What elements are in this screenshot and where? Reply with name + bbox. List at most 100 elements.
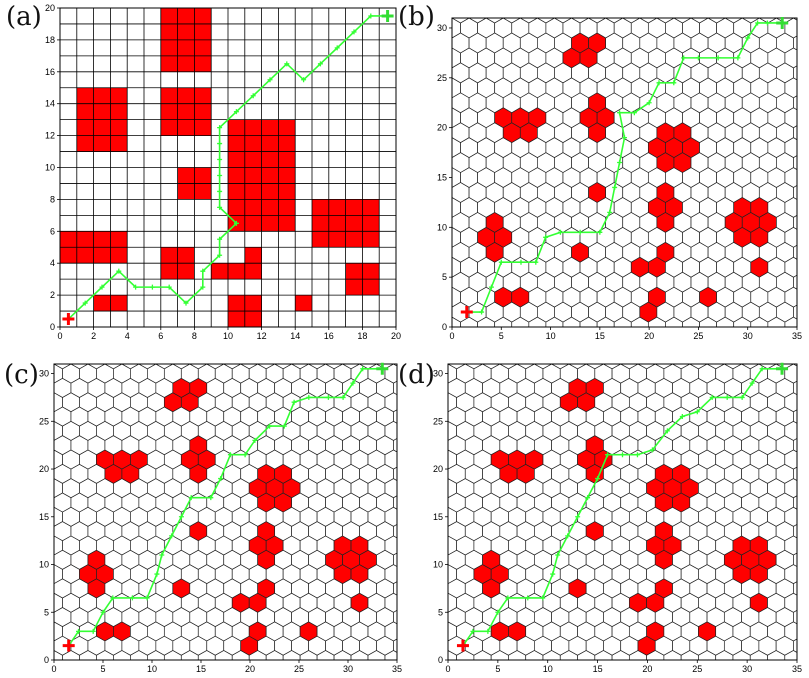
free-hex-cell (426, 197, 443, 217)
y-tick-label: 20 (45, 3, 55, 13)
path-waypoint-marker (100, 609, 106, 615)
free-hex-cell (654, 364, 673, 370)
free-hex-cell (802, 650, 809, 669)
path-waypoint-marker (470, 628, 476, 634)
path-waypoint-marker (488, 284, 494, 290)
free-hex-cell (452, 18, 453, 19)
x-tick-label: 35 (792, 664, 802, 674)
free-hex-cell (70, 364, 89, 370)
free-hex-cell (802, 138, 809, 158)
x-tick-label: 20 (642, 664, 652, 674)
free-hex-cell (759, 665, 776, 678)
free-hex-cell (469, 332, 486, 352)
path-waypoint-marker (585, 495, 591, 501)
free-hex-cell (426, 48, 443, 68)
plot-frame (447, 363, 798, 661)
free-hex-cell (422, 393, 439, 412)
free-hex-cell (776, 332, 793, 352)
path-waypoint-marker (622, 135, 627, 141)
free-hex-cell (614, 0, 631, 8)
free-hex-cell (478, 0, 495, 8)
free-hex-cell (724, 665, 741, 678)
path-waypoint-marker (617, 160, 623, 166)
free-hex-cell (708, 332, 725, 352)
hex-cell-layer (426, 0, 809, 352)
path-waypoint-marker (597, 229, 603, 235)
free-hex-cell (802, 479, 809, 498)
path-waypoint-marker (634, 452, 640, 458)
free-hex-cell (223, 364, 242, 370)
free-hex-cell (802, 622, 809, 641)
free-hex-cell (580, 0, 597, 8)
free-hex-cell (503, 332, 520, 352)
obstacle-block (160, 87, 212, 136)
free-hex-cell (639, 18, 658, 24)
path-waypoint-marker (485, 628, 491, 634)
path-waypoint-marker (565, 533, 571, 539)
x-tick-label: 20 (245, 664, 255, 674)
free-hex-cell (657, 332, 674, 352)
path-waypoint-marker (715, 55, 721, 61)
free-hex-cell (402, 479, 419, 498)
path-waypoint-marker (188, 495, 194, 501)
goal-marker (376, 362, 389, 375)
free-hex-cell (29, 622, 46, 641)
x-tick-label: 10 (223, 331, 233, 341)
free-hex-cell (54, 364, 72, 370)
path-waypoint-marker (242, 452, 248, 458)
free-hex-cell (410, 436, 427, 455)
y-tick-label: 8 (50, 194, 55, 204)
planned-path-line (68, 367, 383, 647)
panel-label-a: (a) (6, 2, 42, 32)
free-hex-cell (785, 0, 802, 8)
path-waypoint-marker (169, 533, 175, 539)
free-hex-cell (563, 0, 580, 8)
path-waypoint-marker (291, 399, 297, 405)
free-hex-cell (326, 665, 343, 678)
path-waypoint-marker (575, 514, 581, 520)
free-hex-cell (448, 665, 465, 678)
free-hex-cell (569, 665, 586, 678)
x-tick-label: 10 (543, 664, 553, 674)
path-waypoint-marker (217, 204, 223, 210)
free-hex-cell (674, 332, 691, 352)
y-tick-label: 20 (437, 123, 447, 133)
free-hex-cell (452, 306, 453, 318)
path-waypoint-marker (99, 284, 105, 290)
free-hex-cell (620, 364, 639, 370)
path-waypoint-marker (577, 229, 583, 235)
free-hex-cell (410, 579, 427, 598)
free-hex-cell (155, 364, 174, 370)
free-hex-cell (603, 364, 622, 370)
free-hex-cell (410, 665, 427, 678)
panel-label-c: (c) (4, 360, 39, 390)
free-hex-cell (802, 317, 809, 337)
free-hex-cell (402, 536, 419, 555)
free-hex-cell (802, 0, 809, 8)
start-marker (62, 313, 75, 326)
free-hex-cell (464, 364, 483, 370)
free-hex-cell (402, 393, 419, 412)
path-waypoint-marker (334, 45, 340, 51)
y-tick-label: 30 (433, 369, 443, 379)
free-hex-cell (410, 493, 427, 512)
y-tick-label: 0 (442, 322, 447, 332)
path-waypoint-marker (233, 220, 239, 226)
free-hex-cell (571, 18, 589, 24)
x-tick-label: 30 (743, 331, 753, 341)
goal-marker (381, 9, 394, 22)
x-tick-label: 6 (158, 331, 163, 341)
path-waypoint-marker (217, 188, 223, 194)
path-waypoint-marker (267, 423, 273, 429)
x-tick-label: 18 (357, 331, 367, 341)
free-hex-cell (689, 364, 708, 370)
y-tick-label: 30 (437, 23, 447, 33)
x-tick-label: 0 (57, 331, 62, 341)
free-hex-cell (410, 607, 427, 626)
free-hex-cell (410, 636, 427, 655)
free-hex-cell (520, 332, 537, 352)
free-hex-cell (637, 364, 656, 370)
free-hex-cell (622, 18, 641, 24)
free-hex-cell (572, 332, 589, 352)
x-tick-label: 30 (742, 664, 752, 674)
